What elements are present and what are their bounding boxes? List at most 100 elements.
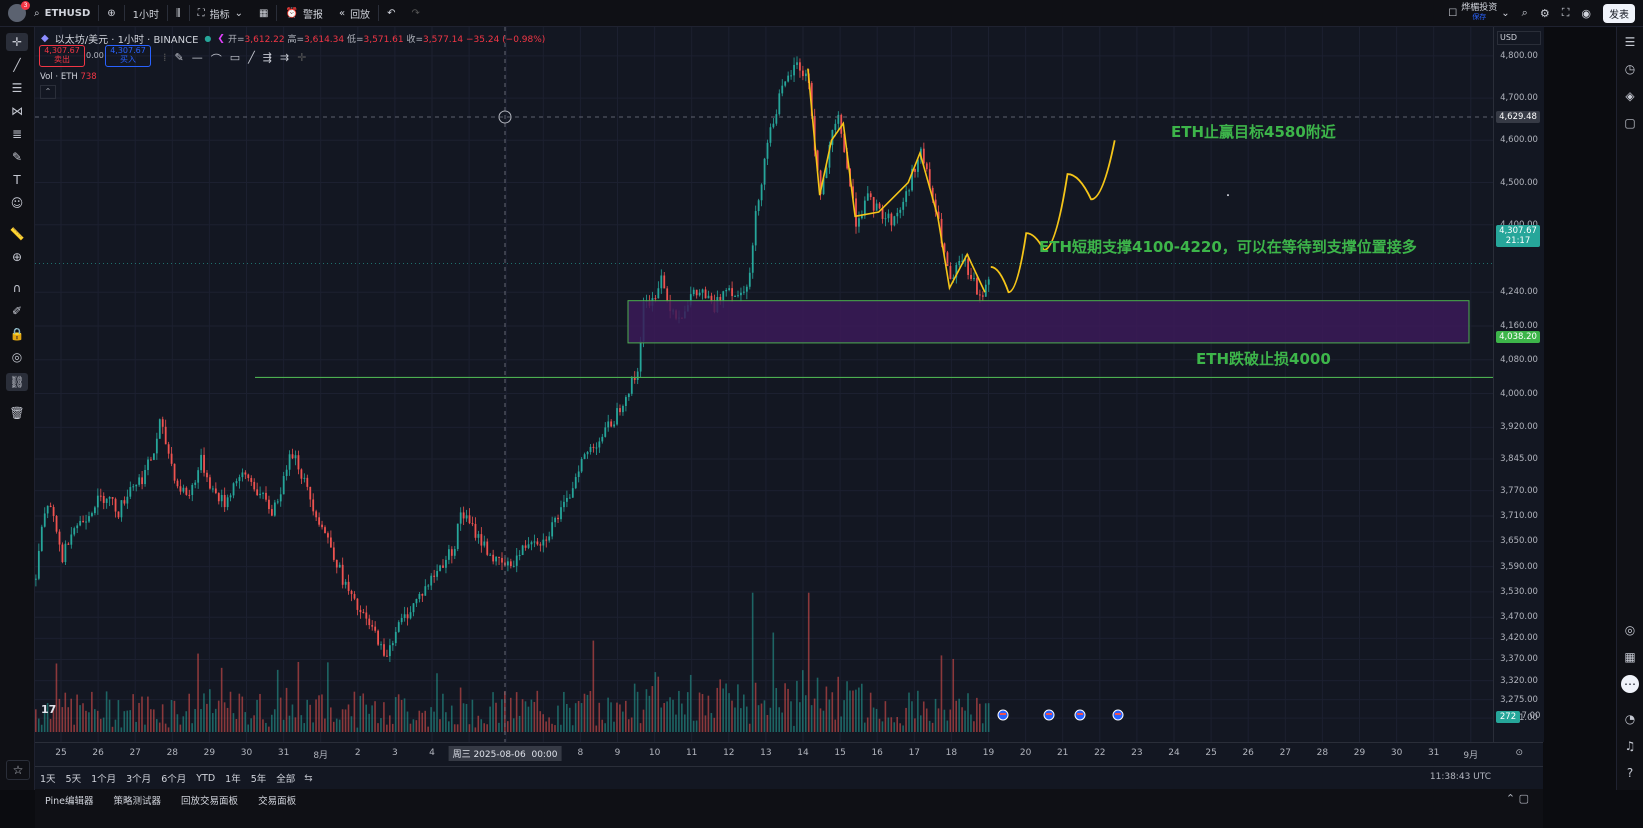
layers-icon[interactable]: ◈	[1625, 89, 1635, 103]
time-axis[interactable]: 9月 31 30 29 28 27 26 25 24 23 22 21 20 19 18 17 16 15 14 13…	[35, 742, 1543, 767]
panel-tab-1[interactable]: 策略测试器	[113, 796, 162, 807]
fib-icon[interactable]: ≣	[11, 127, 23, 141]
buy-button[interactable]: 4,307.67 买入	[105, 45, 151, 67]
timeframe-8[interactable]: 全部	[276, 774, 296, 785]
magnet-icon[interactable]: ∩	[12, 281, 22, 295]
timeframe-1[interactable]: 5天	[65, 774, 82, 785]
interval-button[interactable]: 1小时	[132, 9, 160, 21]
goto-date-icon[interactable]: ⇆	[304, 772, 313, 784]
volume-bar-104	[341, 709, 344, 732]
utc-clock[interactable]: 11:38:43 UTC	[1429, 772, 1491, 782]
volume-bar-50	[182, 716, 185, 732]
currency-select[interactable]: USD	[1497, 31, 1541, 45]
symbol-search[interactable]: ⌕ ETHUSD	[26, 0, 98, 26]
chart-type-button[interactable]: ⫼	[168, 0, 189, 26]
undo-button[interactable]: ↶	[379, 0, 403, 26]
text-icon[interactable]: T	[13, 173, 21, 187]
settings-icon[interactable]: ⚙	[1539, 6, 1550, 20]
quick-search-icon[interactable]: ⌕	[1521, 6, 1528, 19]
drag-handle-icon[interactable]: ⁞	[163, 51, 167, 64]
volume-bar-314	[961, 707, 963, 732]
candle-body-322	[984, 284, 987, 297]
horizontal-lines-icon[interactable]: ☰	[11, 81, 23, 95]
lock-icon[interactable]: 🔒	[9, 327, 25, 341]
layouts-button[interactable]: ▦	[251, 0, 276, 26]
bell-icon[interactable]: ♫	[1624, 739, 1636, 753]
time-label-12: 9	[614, 748, 621, 758]
volume-bar-180	[566, 703, 568, 732]
zoom-in-icon[interactable]: ⊕	[11, 250, 23, 264]
volume-bar-102	[335, 718, 338, 732]
price-axis[interactable]: USD 3,231.003,275.003,320.003,370.003,42…	[1493, 27, 1544, 742]
layout-menu[interactable]: ☐ 烨楣投资 保存 ⌄	[1448, 0, 1509, 26]
share-icon[interactable]: ❮	[217, 33, 225, 44]
line-icon[interactable]: —	[191, 51, 203, 64]
time-label-15: 12	[723, 748, 735, 758]
panel-tab-3[interactable]: 交易面板	[258, 796, 297, 807]
candle-body-286	[878, 203, 881, 209]
trash-icon[interactable]: 🗑	[9, 406, 25, 420]
volume-bar-222	[689, 674, 692, 732]
curve-icon[interactable]: ⌒	[210, 53, 222, 66]
broadcast-icon[interactable]: ◔	[1624, 712, 1636, 726]
more-icon[interactable]: ✛	[297, 51, 307, 64]
indicators-button[interactable]: ⛶ 指标 ⌄	[190, 0, 251, 26]
volume-bar-299	[917, 690, 919, 732]
timeframe-7[interactable]: 5年	[250, 774, 267, 785]
timeframe-6[interactable]: 1年	[225, 774, 241, 785]
fullscreen-icon[interactable]: ⛶	[1561, 6, 1570, 19]
compare-button[interactable]: ⊕	[99, 0, 123, 26]
lock-drawing-icon[interactable]: ✐	[11, 304, 23, 318]
volume-bar-173	[545, 721, 547, 732]
volume-bar-252	[778, 707, 780, 732]
sell-button[interactable]: 4,307.67 卖出	[39, 45, 85, 67]
calendar-icon[interactable]: ▦	[1624, 650, 1636, 664]
price-label-17: 3,420.00	[1500, 633, 1538, 644]
link-icon[interactable]: ⛓	[6, 373, 28, 391]
apps-icon[interactable]: ⋯	[1621, 675, 1639, 693]
brush-icon[interactable]: ✎	[11, 150, 23, 164]
timeframe-4[interactable]: 6个月	[161, 774, 187, 785]
replay-button[interactable]: « 回放	[331, 0, 378, 26]
timeframe-3[interactable]: 3个月	[126, 774, 152, 785]
timeframe-2[interactable]: 1个月	[91, 774, 117, 785]
volume-bar-190	[595, 725, 598, 732]
avatar[interactable]: 3	[8, 1, 30, 22]
chat-icon[interactable]: ▢	[1624, 116, 1636, 130]
channel-icon[interactable]: ⇉	[279, 51, 290, 64]
timeframe-0[interactable]: 1天	[40, 774, 56, 785]
panel-tab-0[interactable]: Pine编辑器	[45, 796, 94, 807]
ruler-icon[interactable]: 📏	[9, 227, 25, 241]
target-icon[interactable]: ◎	[1624, 623, 1636, 637]
volume-bar-51	[185, 711, 188, 732]
candle-body-4	[46, 505, 49, 514]
publish-button[interactable]: 发表	[1603, 3, 1635, 23]
candle-body-259	[799, 62, 801, 71]
candle-body-165	[521, 545, 524, 556]
candle-body-301	[922, 148, 925, 164]
help-icon[interactable]: ?	[1626, 766, 1634, 780]
trend-line-icon[interactable]: ╱	[13, 58, 21, 72]
collapse-legend-button[interactable]: ⌃	[40, 85, 56, 99]
camera-icon[interactable]: ◉	[1581, 6, 1591, 20]
watchlist-icon[interactable]: ☰	[1624, 35, 1636, 49]
favorites-star-icon[interactable]: ☆	[6, 760, 30, 780]
emoji-icon[interactable]: ☺	[10, 196, 24, 210]
eye-icon[interactable]: ◎	[11, 350, 23, 364]
parallel-icon[interactable]: ⇶	[262, 51, 272, 64]
crosshair-icon[interactable]: ✛	[6, 33, 28, 51]
rectangle-icon[interactable]: ▭	[229, 51, 241, 64]
axis-settings-icon[interactable]: ⊙	[1515, 748, 1523, 758]
price-chart[interactable]: ◆ 以太坊/美元 · 1小时 · BINANCE ● ❮ 开=3,612.22 …	[35, 27, 1493, 742]
crosshair-price-tag: 4,629.48	[1496, 111, 1540, 123]
alert-button[interactable]: ⏰ 警报	[277, 0, 330, 26]
panel-tab-2[interactable]: 回放交易面板	[181, 796, 239, 807]
collapse-panel-icon[interactable]: ⌃ ▢	[1505, 792, 1529, 805]
pitchfork-icon[interactable]: ⋈	[11, 104, 23, 118]
ray-icon[interactable]: ╱	[248, 51, 255, 64]
timeframe-5[interactable]: YTD	[196, 772, 216, 784]
candle-body-114	[371, 625, 374, 627]
redo-button[interactable]: ↷	[403, 0, 427, 26]
clock-icon[interactable]: ◷	[1624, 62, 1636, 76]
pencil-icon[interactable]: ✎	[174, 51, 184, 64]
